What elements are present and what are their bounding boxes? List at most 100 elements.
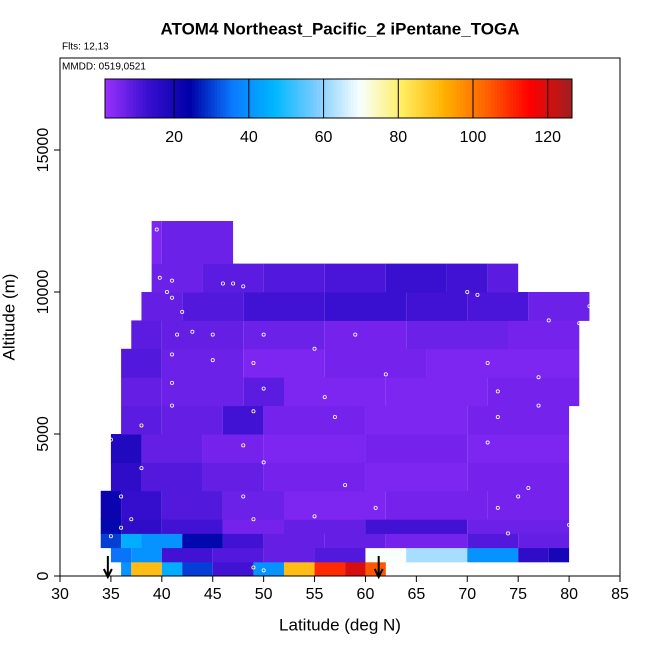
colorbar-swatch (241, 79, 246, 118)
curtain-cell (161, 348, 244, 378)
colorbar-swatch (176, 79, 181, 118)
sample-point (241, 443, 246, 448)
colorbar-swatch (148, 79, 153, 118)
colorbar-swatch (298, 79, 302, 118)
colorbar-swatch (204, 79, 209, 118)
curtain-cell (121, 405, 162, 435)
colorbar-swatch (266, 79, 271, 118)
sample-point (190, 329, 195, 334)
curtain-cell (345, 561, 366, 577)
colorbar-swatch (319, 79, 324, 118)
colorbar-swatch (220, 79, 224, 118)
curtain-cell (161, 561, 183, 577)
sample-point (312, 514, 317, 519)
sample-point (251, 409, 256, 414)
colorbar-swatch (500, 79, 505, 118)
curtain-cell (314, 547, 366, 563)
colorbar-swatch (363, 79, 368, 118)
colorbar-swatch (335, 79, 339, 118)
curtain-cell (467, 405, 570, 435)
colorbar-swatch (472, 79, 476, 118)
colorbar-swatch (189, 79, 193, 118)
curtain-cell (314, 561, 346, 577)
curtain-cell (161, 405, 223, 435)
colorbar-swatch (360, 79, 364, 118)
curtain-cell (365, 434, 468, 463)
arrow-marker (373, 556, 384, 580)
colorbar-swatch (403, 79, 408, 118)
colorbar-swatch (522, 79, 526, 118)
colorbar-tick-label: 20 (165, 129, 183, 146)
y-tick-label: 5000 (35, 416, 52, 452)
curtain-cell (467, 533, 519, 549)
colorbar-swatch (422, 79, 427, 118)
colorbar-swatch (170, 79, 174, 118)
curtain-cell (487, 490, 570, 520)
colorbar-swatch (382, 79, 386, 118)
colorbar-swatch (375, 79, 380, 118)
sample-point (119, 525, 124, 530)
curtain-cell (385, 377, 488, 407)
colorbar-swatch (556, 79, 561, 118)
curtain-cell (263, 405, 366, 435)
colorbar-swatch (257, 79, 262, 118)
sample-point (261, 332, 266, 337)
colorbar-swatch (120, 79, 125, 118)
sample-point (108, 437, 113, 442)
sample-point (526, 485, 531, 490)
curtain-cell (100, 533, 122, 549)
curtain-cell (141, 292, 183, 321)
colorbar-swatch (497, 79, 501, 118)
colorbar-swatch (192, 79, 196, 118)
colorbar-swatch (416, 79, 420, 118)
plot-frame (59, 57, 621, 577)
sample-point (261, 460, 266, 465)
sample-point (220, 281, 225, 286)
colorbar-swatch (245, 79, 249, 118)
colorbar-swatch (167, 79, 171, 118)
colorbar-swatch (441, 79, 445, 118)
curtain-cell (263, 533, 325, 549)
colorbar-swatch (254, 79, 259, 118)
annotation: MMDD: 0519,0521 (62, 62, 146, 73)
colorbar-swatch (406, 79, 411, 118)
colorbar-tick-label: 40 (240, 129, 258, 146)
curtain-cell (365, 519, 468, 534)
curtain-cell (284, 377, 386, 407)
colorbar-tick-label: 100 (460, 129, 487, 146)
colorbar-swatch (210, 79, 215, 118)
colorbar-swatch (413, 79, 417, 118)
x-tick-label: 35 (102, 586, 120, 603)
colorbar-swatch (354, 79, 358, 118)
curtain-cell (202, 263, 264, 293)
curtain-cell (161, 377, 244, 407)
colorbar-swatch (151, 79, 156, 118)
sample-point (567, 522, 572, 527)
colorbar-swatch (154, 79, 159, 118)
colorbar-swatch (161, 79, 165, 118)
sample-point (169, 295, 174, 300)
colorbar-swatch (182, 79, 187, 118)
colorbar-swatch (213, 79, 218, 118)
colorbar-swatch (288, 79, 293, 118)
colorbar-swatch (397, 79, 402, 118)
curtain-cell (141, 434, 203, 463)
colorbar-swatch (164, 79, 168, 118)
curtain-cell (426, 348, 580, 378)
sample-point (129, 517, 134, 522)
colorbar-swatch (400, 79, 405, 118)
colorbar-swatch (459, 79, 464, 118)
y-axis-label: Altitude (m) (0, 274, 18, 361)
colorbar-swatch (425, 79, 430, 118)
curtain-cell (528, 292, 590, 321)
curtain-cell (161, 519, 223, 534)
x-tick-label: 60 (357, 586, 375, 603)
curtain-cell (202, 434, 264, 463)
curtain-cell (151, 263, 203, 293)
curtain-cell (202, 462, 264, 492)
y-tick-label: 15000 (35, 128, 52, 173)
curtain-cell (161, 490, 223, 520)
curtain-cell (365, 547, 407, 563)
colorbar-swatch (173, 79, 178, 118)
